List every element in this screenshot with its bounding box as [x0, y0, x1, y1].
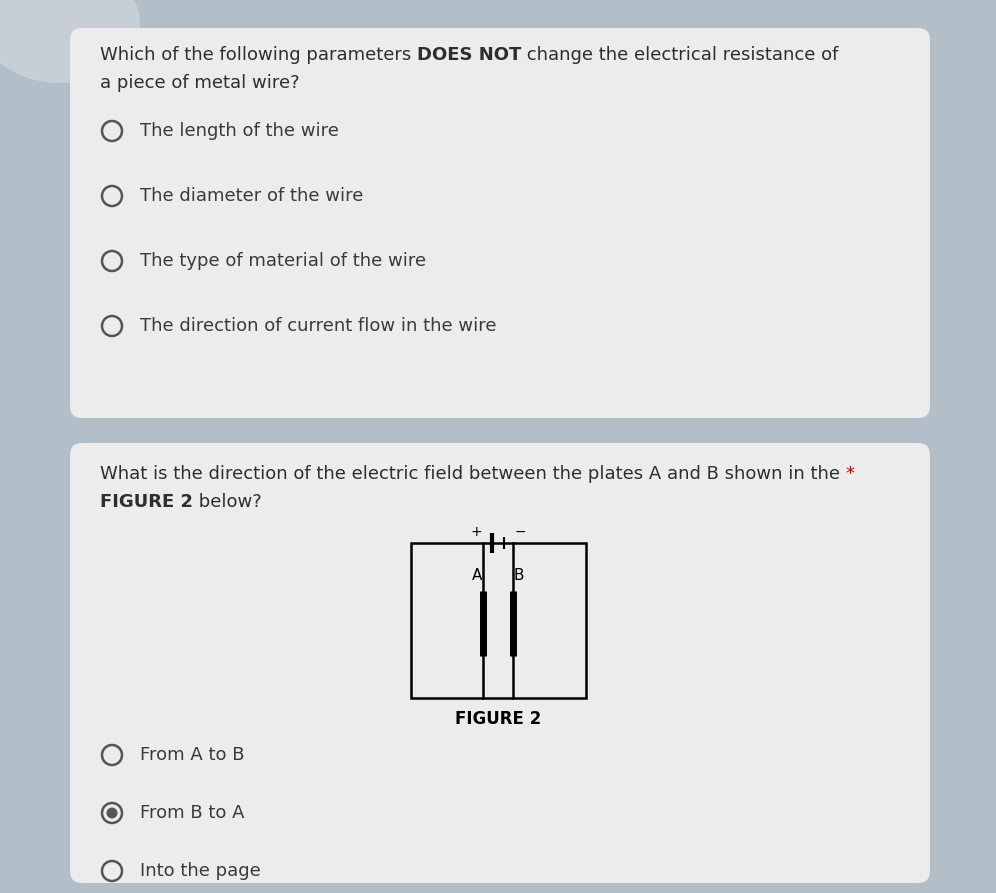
Text: B: B — [514, 568, 524, 583]
Text: Into the page: Into the page — [140, 862, 261, 880]
Text: What is the direction of the electric field between the plates A and B shown in : What is the direction of the electric fi… — [100, 465, 846, 483]
Text: change the electrical resistance of: change the electrical resistance of — [521, 46, 839, 64]
Text: Which of the following parameters: Which of the following parameters — [100, 46, 417, 64]
Text: DOES NOT: DOES NOT — [417, 46, 521, 64]
FancyBboxPatch shape — [70, 443, 930, 883]
Text: A: A — [472, 568, 482, 583]
Text: FIGURE 2: FIGURE 2 — [100, 493, 193, 511]
Circle shape — [107, 807, 118, 819]
Text: The length of the wire: The length of the wire — [140, 122, 339, 140]
Text: The diameter of the wire: The diameter of the wire — [140, 187, 364, 205]
Ellipse shape — [0, 0, 140, 83]
Text: +: + — [470, 525, 482, 539]
Text: below?: below? — [193, 493, 262, 511]
Text: *: * — [846, 465, 855, 483]
FancyBboxPatch shape — [70, 28, 930, 418]
Text: The type of material of the wire: The type of material of the wire — [140, 252, 426, 270]
Bar — [410, 543, 586, 698]
Text: a piece of metal wire?: a piece of metal wire? — [100, 74, 300, 92]
Text: −: − — [514, 525, 526, 539]
Text: FIGURE 2: FIGURE 2 — [455, 710, 541, 728]
Text: From B to A: From B to A — [140, 804, 244, 822]
Text: From A to B: From A to B — [140, 746, 244, 764]
Text: The direction of current flow in the wire: The direction of current flow in the wir… — [140, 317, 496, 335]
